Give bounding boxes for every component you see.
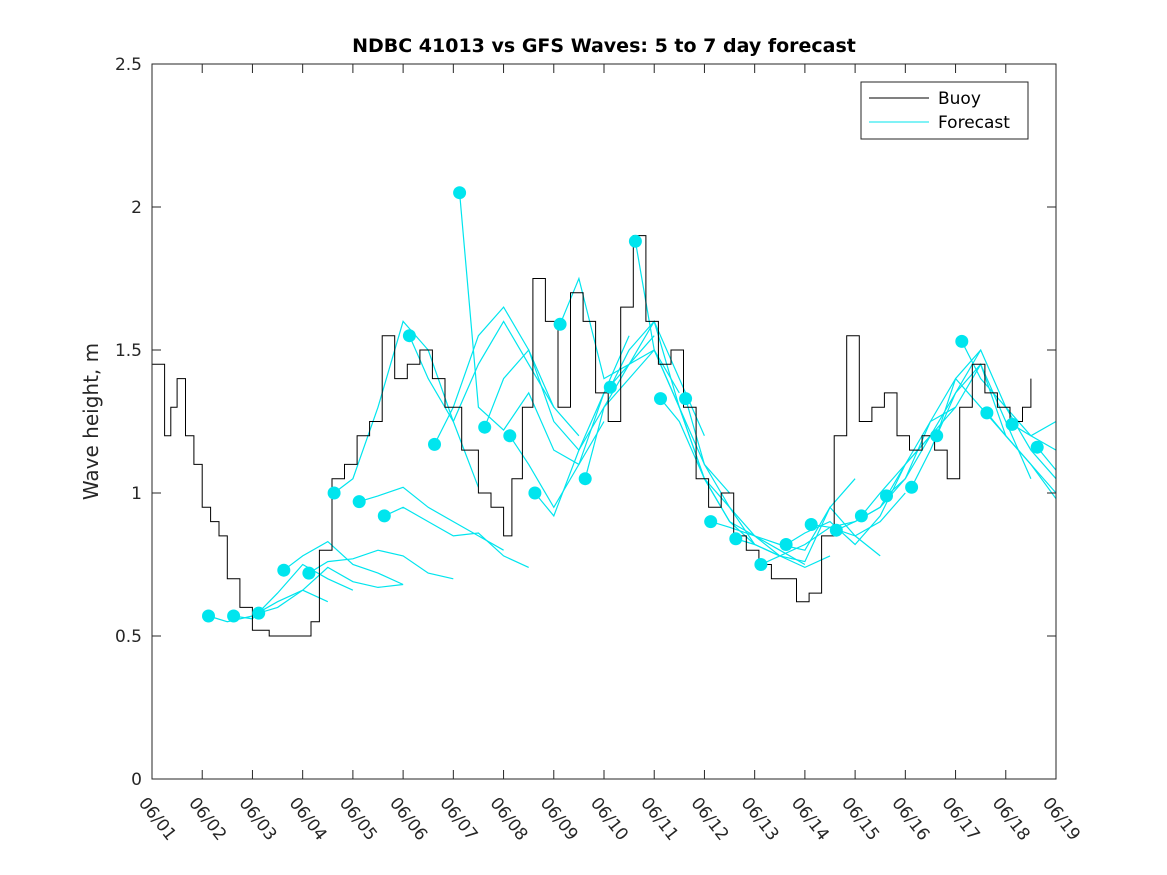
forecast-start-point [227, 609, 241, 623]
forecast-start-point [779, 538, 793, 551]
forecast-start-point [729, 532, 743, 546]
forecast-start-point [654, 392, 667, 406]
forecast-line [1011, 420, 1057, 437]
forecast-start-point [428, 437, 441, 451]
forecast-start-point [277, 563, 291, 577]
forecast-start-point [854, 509, 868, 523]
x-tick-label: 06/16 [887, 794, 933, 845]
x-tick-label: 06/19 [1038, 794, 1084, 845]
forecast-line [208, 589, 329, 623]
x-tick-label: 06/12 [687, 794, 733, 845]
y-tick-label: 1 [131, 484, 142, 504]
y-tick-label: 0.5 [115, 627, 142, 647]
x-tick-label: 06/02 [184, 794, 230, 845]
forecast-start-point [352, 495, 366, 509]
forecast-line [233, 563, 354, 620]
x-tick-label: 06/15 [837, 794, 883, 845]
forecast-start-point [980, 406, 994, 420]
forecast-line [258, 566, 404, 614]
x-tick-label: 06/10 [586, 794, 632, 845]
forecast-start-point [704, 515, 718, 529]
forecast-start-point [1030, 440, 1044, 454]
x-tick-label: 06/04 [285, 794, 331, 845]
x-tick-label: 06/05 [335, 794, 381, 845]
forecast-line [860, 377, 1007, 517]
forecast-start-point [754, 558, 768, 571]
legend-box [860, 81, 1029, 140]
y-axis-label: Wave height, m [79, 343, 103, 500]
forecast-start-point [503, 429, 517, 443]
forecast-line [408, 320, 555, 423]
series-layer [152, 186, 1057, 637]
x-tick-label: 06/08 [486, 794, 532, 845]
x-tick-label: 06/17 [938, 794, 984, 845]
forecast-start-point [377, 509, 391, 523]
forecast-line [384, 506, 529, 568]
forecast-line [359, 486, 504, 551]
forecast-start-point [603, 380, 617, 394]
x-tick-label: 06/01 [134, 794, 180, 845]
forecast-start-point [252, 606, 266, 620]
forecast-start-point [402, 329, 416, 343]
x-tick-label: 06/18 [988, 794, 1034, 845]
x-tick-label: 06/06 [385, 794, 431, 845]
y-tick-label: 2 [131, 198, 142, 218]
forecast-start-point [478, 420, 492, 434]
forecast-line [936, 348, 1057, 480]
y-tick-label: 2.5 [115, 55, 142, 75]
x-tick-label: 06/07 [435, 794, 481, 845]
forecast-start-point [327, 486, 341, 500]
forecast-start-point [804, 518, 818, 531]
forecast-start-point [553, 317, 567, 331]
x-tick-label: 06/14 [787, 794, 833, 845]
forecast-line [886, 362, 1032, 497]
legend-forecast-label: Forecast [938, 113, 1010, 133]
forecast-line [283, 540, 404, 586]
forecast-line [986, 412, 1057, 494]
forecast-line [308, 549, 454, 580]
legend-buoy-label: Buoy [938, 89, 981, 109]
forecast-start-point [955, 334, 969, 348]
forecast-start-point [880, 489, 893, 503]
forecast-start-point [453, 186, 467, 200]
forecast-start-point [905, 480, 919, 494]
chart-title: NDBC 41013 vs GFS Waves: 5 to 7 day fore… [352, 35, 856, 57]
forecast-start-point [679, 392, 693, 406]
y-tick-label: 1.5 [115, 341, 142, 361]
forecast-start-point [1005, 417, 1019, 431]
forecast-start-point [628, 234, 642, 248]
buoy-line [152, 235, 1032, 637]
x-tick-label: 06/09 [536, 794, 582, 845]
legend: Buoy Forecast [860, 81, 1029, 140]
forecast-start-point [528, 486, 542, 500]
y-tick-label: 0 [131, 770, 142, 790]
forecast-start-point [578, 472, 592, 486]
x-tick-label: 06/03 [235, 794, 281, 845]
forecast-start-point [930, 429, 944, 443]
forecast-line [660, 398, 806, 566]
x-tick-label: 06/13 [737, 794, 783, 845]
forecast-start-point [302, 566, 316, 580]
x-tick-label: 06/11 [636, 794, 682, 845]
forecast-start-point [829, 523, 843, 537]
forecast-start-point [202, 609, 215, 623]
